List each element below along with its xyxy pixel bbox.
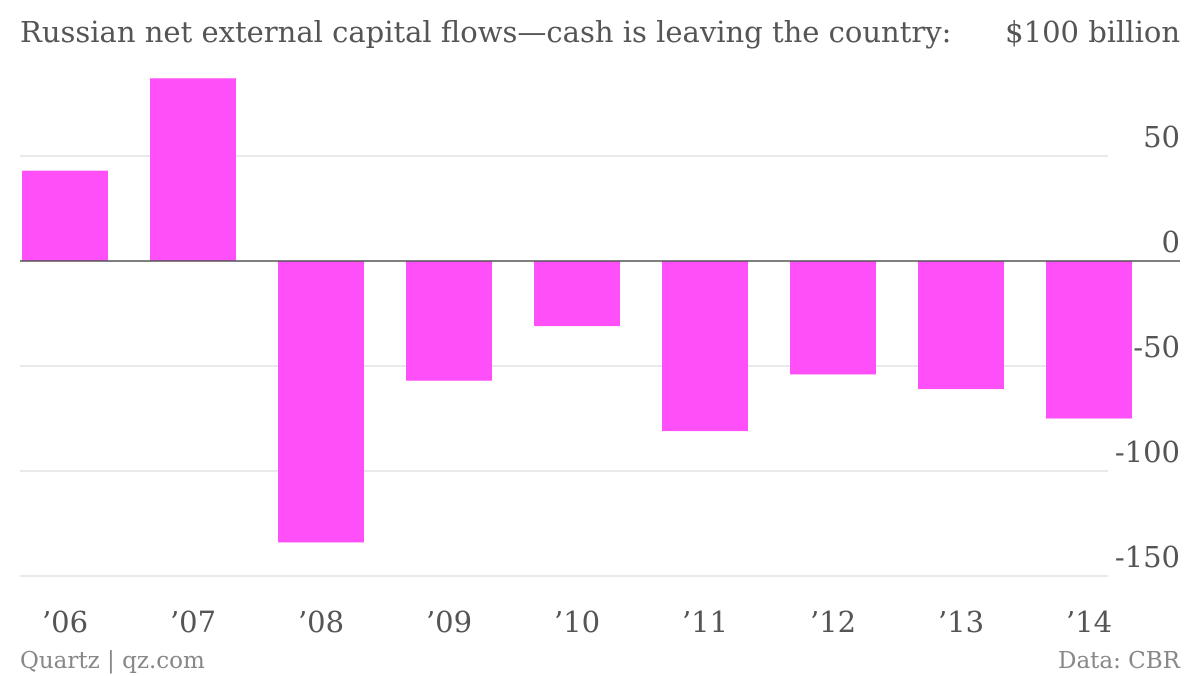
x-axis-ticks: ’06 ’07 ’08 ’09 ’10 ’11 ’12 ’13 ’14 xyxy=(42,605,1112,639)
y-axis-unit-label: $100 billion xyxy=(1005,15,1180,49)
chart-title: Russian net external capital flows—cash … xyxy=(20,15,951,49)
bar xyxy=(22,170,108,261)
y-tick-label: -100 xyxy=(1115,435,1180,469)
y-tick-label: 0 xyxy=(1162,225,1180,259)
bar xyxy=(534,261,620,327)
bar xyxy=(918,261,1004,390)
x-tick-label: ’12 xyxy=(810,605,856,639)
bar xyxy=(662,261,748,432)
x-tick-label: ’09 xyxy=(426,605,472,639)
x-tick-label: ’13 xyxy=(938,605,984,639)
x-tick-label: ’08 xyxy=(298,605,344,639)
x-tick-label: ’14 xyxy=(1066,605,1112,639)
source-credit-right: Data: CBR xyxy=(1058,648,1181,674)
bar xyxy=(1046,261,1132,419)
y-axis-ticks: 50 0 -50 -100 -150 xyxy=(1115,120,1180,574)
y-tick-label: -50 xyxy=(1133,330,1180,364)
y-tick-label: -150 xyxy=(1115,540,1180,574)
source-credit-left: Quartz | qz.com xyxy=(20,648,205,674)
bar xyxy=(278,261,364,543)
bar xyxy=(406,261,492,381)
x-tick-label: ’06 xyxy=(42,605,88,639)
x-tick-label: ’10 xyxy=(554,605,600,639)
bars xyxy=(22,78,1132,543)
bar xyxy=(150,78,236,261)
x-tick-label: ’11 xyxy=(682,605,728,639)
bar xyxy=(790,261,876,375)
x-tick-label: ’07 xyxy=(170,605,216,639)
y-tick-label: 50 xyxy=(1143,120,1180,154)
